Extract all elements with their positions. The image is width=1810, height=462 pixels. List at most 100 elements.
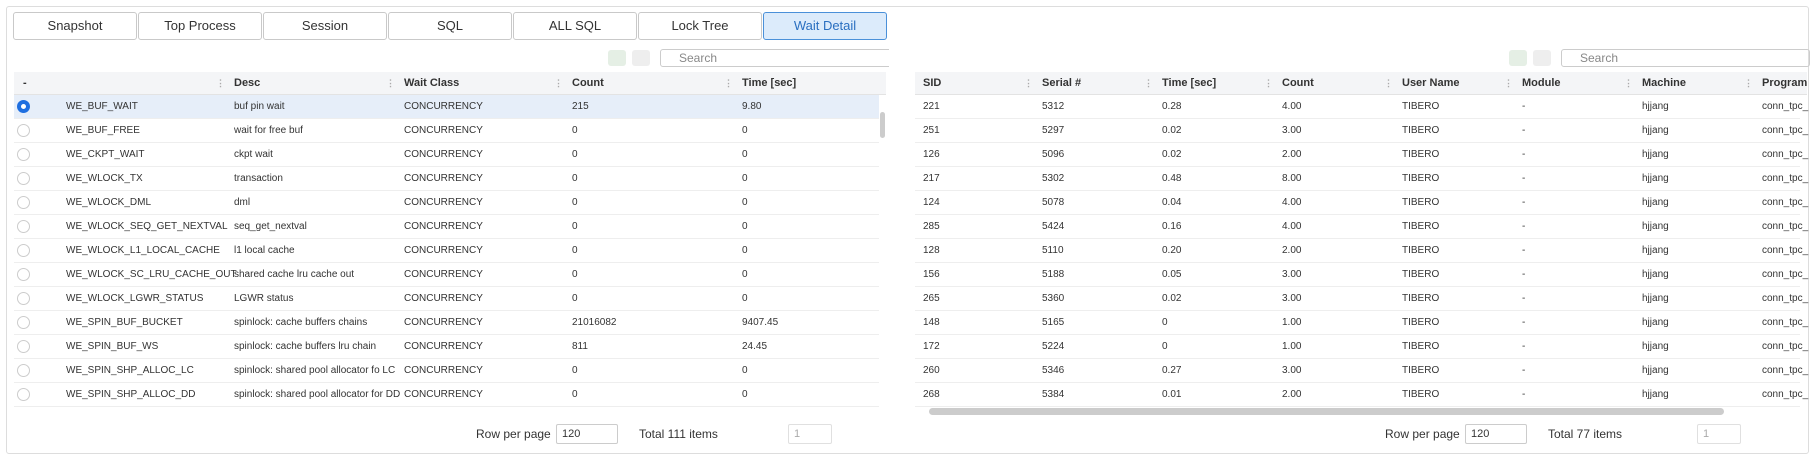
column-header[interactable]: Serial # <box>1042 77 1082 89</box>
table-row[interactable]: WE_SPIN_BUF_BUCKET spinlock: cache buffer… <box>14 311 879 335</box>
filter-button[interactable] <box>1533 50 1551 66</box>
sort-icon[interactable]: ⋮ <box>1384 78 1393 88</box>
cell: 0 <box>1162 317 1168 328</box>
tab[interactable]: ALL SQL <box>513 12 637 40</box>
page-select[interactable]: 1 <box>788 424 832 444</box>
export-button[interactable] <box>1509 50 1527 66</box>
export-button[interactable] <box>608 50 626 66</box>
row-radio[interactable] <box>17 292 30 305</box>
row-radio[interactable] <box>17 172 30 185</box>
column-header[interactable]: Machine <box>1642 77 1687 89</box>
sort-icon[interactable]: ⋮ <box>1264 78 1273 88</box>
table-row[interactable]: WE_WLOCK_LGWR_STATUS LGWR status CONCURREN… <box>14 287 879 311</box>
row-radio[interactable] <box>17 148 30 161</box>
sort-icon[interactable]: ⋮ <box>1024 78 1033 88</box>
cell: seq_get_nextval <box>234 221 307 232</box>
page-size-select[interactable]: 120 <box>556 424 618 444</box>
tab[interactable]: Lock Tree <box>638 12 762 40</box>
column-header[interactable]: Wait Class <box>404 77 460 89</box>
table-row[interactable]: WE_WLOCK_SEQ_GET_NEXTVAL seq_get_nextval C… <box>14 215 879 239</box>
table-row[interactable]: 128 5110 0.20 2.00 TIBERO - hjjang conn_tpc_ <box>915 239 1808 263</box>
sort-icon[interactable]: ⋮ <box>1144 78 1153 88</box>
sort-icon[interactable]: ⋮ <box>724 78 733 88</box>
table-row[interactable]: WE_BUF_FREE wait for free buf CONCURRENCY 0… <box>14 119 879 143</box>
tab[interactable]: Wait Detail <box>763 12 887 40</box>
cell: 172 <box>923 341 940 352</box>
cell: hjjang <box>1642 173 1669 184</box>
sort-icon[interactable]: ⋮ <box>386 78 395 88</box>
column-header[interactable]: Time [sec] <box>1162 77 1217 89</box>
table-row[interactable]: WE_WLOCK_DML dml CONCURRENCY 0 0 <box>14 191 879 215</box>
table-row[interactable]: 260 5346 0.27 3.00 TIBERO - hjjang conn_tpc_ <box>915 359 1808 383</box>
column-header[interactable]: User Name <box>1402 77 1460 89</box>
cell: WE_SPIN_BUF_WS <box>66 341 159 352</box>
tab[interactable]: Snapshot <box>13 12 137 40</box>
cell: 0 <box>742 293 748 304</box>
tab[interactable]: SQL <box>388 12 512 40</box>
cell: WE_SPIN_SHP_ALLOC_DD <box>66 389 196 400</box>
row-radio[interactable] <box>17 196 30 209</box>
row-radio[interactable] <box>17 364 30 377</box>
column-header[interactable]: Time [sec] <box>742 77 797 89</box>
table-row[interactable]: 156 5188 0.05 3.00 TIBERO - hjjang conn_tpc_ <box>915 263 1808 287</box>
table-row[interactable]: WE_WLOCK_SC_LRU_CACHE_OUT shared cache lr… <box>14 263 879 287</box>
sort-icon[interactable]: ⋮ <box>1744 78 1753 88</box>
row-radio[interactable] <box>17 244 30 257</box>
table-row[interactable]: WE_WLOCK_L1_LOCAL_CACHE l1 local cache CON… <box>14 239 879 263</box>
table-row[interactable]: WE_CKPT_WAIT ckpt wait CONCURRENCY 0 0 <box>14 143 879 167</box>
cell: 4.00 <box>1282 101 1302 112</box>
table-row[interactable]: 251 5297 0.02 3.00 TIBERO - hjjang conn_tpc_ <box>915 119 1808 143</box>
cell: spinlock: shared pool allocator fo LC <box>234 365 396 376</box>
table-row[interactable]: 172 5224 0 1.00 TIBERO - hjjang conn_tpc_ <box>915 335 1808 359</box>
row-radio[interactable] <box>17 388 30 401</box>
cell: CONCURRENCY <box>404 317 483 328</box>
row-radio[interactable] <box>17 220 30 233</box>
table-row[interactable]: 268 5384 0.01 2.00 TIBERO - hjjang conn_tpc_ <box>915 383 1808 407</box>
table-row[interactable]: WE_WLOCK_TX transaction CONCURRENCY 0 0 <box>14 167 879 191</box>
row-radio[interactable] <box>17 340 30 353</box>
table-row[interactable]: WE_SPIN_BUF_WS spinlock: cache buffers lr… <box>14 335 879 359</box>
column-header[interactable]: Desc <box>234 77 261 89</box>
table-panel: Search - ⋮ Desc ⋮ Wait Class ⋮ Count ⋮ Time [sec]… <box>14 46 889 456</box>
column-header[interactable]: SID <box>923 77 942 89</box>
table-row[interactable]: WE_SPIN_SHP_ALLOC_LC spinlock: shared poo… <box>14 359 879 383</box>
cell: TIBERO <box>1402 173 1440 184</box>
cell: conn_tpc_ <box>1762 101 1809 112</box>
filter-button[interactable] <box>632 50 650 66</box>
cell: 0 <box>572 221 578 232</box>
table-row[interactable]: 148 5165 0 1.00 TIBERO - hjjang conn_tpc_ <box>915 311 1808 335</box>
table-row[interactable]: 217 5302 0.48 8.00 TIBERO - hjjang conn_tpc_ <box>915 167 1808 191</box>
sort-icon[interactable]: ⋮ <box>1504 78 1513 88</box>
search-input[interactable]: Search <box>660 49 889 67</box>
column-header[interactable]: - <box>23 77 27 89</box>
cell: conn_tpc_ <box>1762 293 1809 304</box>
cell: 0 <box>572 365 578 376</box>
table-row[interactable]: 265 5360 0.02 3.00 TIBERO - hjjang conn_tpc_ <box>915 287 1808 311</box>
table-row[interactable]: WE_BUF_WAIT buf pin wait CONCURRENCY 215 9.8… <box>14 95 879 119</box>
search-input[interactable]: Search <box>1561 49 1810 67</box>
page-size-select[interactable]: 120 <box>1465 424 1527 444</box>
column-header[interactable]: Count <box>1282 77 1314 89</box>
sort-icon[interactable]: ⋮ <box>1624 78 1633 88</box>
column-header[interactable]: Count <box>572 77 604 89</box>
table-row[interactable]: 285 5424 0.16 4.00 TIBERO - hjjang conn_tpc_ <box>915 215 1808 239</box>
row-radio[interactable] <box>17 100 30 113</box>
cell: conn_tpc_ <box>1762 317 1809 328</box>
sort-icon[interactable]: ⋮ <box>554 78 563 88</box>
row-radio[interactable] <box>17 316 30 329</box>
column-header[interactable]: Module <box>1522 77 1561 89</box>
row-radio[interactable] <box>17 268 30 281</box>
sort-icon[interactable]: ⋮ <box>216 78 225 88</box>
column-header[interactable]: Program <box>1762 77 1808 89</box>
cell: 2.00 <box>1282 149 1302 160</box>
table-row[interactable]: 126 5096 0.02 2.00 TIBERO - hjjang conn_tpc_ <box>915 143 1808 167</box>
tab[interactable]: Top Process <box>138 12 262 40</box>
table-row[interactable]: WE_SPIN_SHP_ALLOC_DD spinlock: shared poo… <box>14 383 879 407</box>
page-select[interactable]: 1 <box>1697 424 1741 444</box>
cell: CONCURRENCY <box>404 149 483 160</box>
table-row[interactable]: 221 5312 0.28 4.00 TIBERO - hjjang conn_tpc_ <box>915 95 1808 119</box>
tab[interactable]: Session <box>263 12 387 40</box>
row-radio[interactable] <box>17 124 30 137</box>
cell: TIBERO <box>1402 245 1440 256</box>
table-row[interactable]: 124 5078 0.04 4.00 TIBERO - hjjang conn_tpc_ <box>915 191 1808 215</box>
